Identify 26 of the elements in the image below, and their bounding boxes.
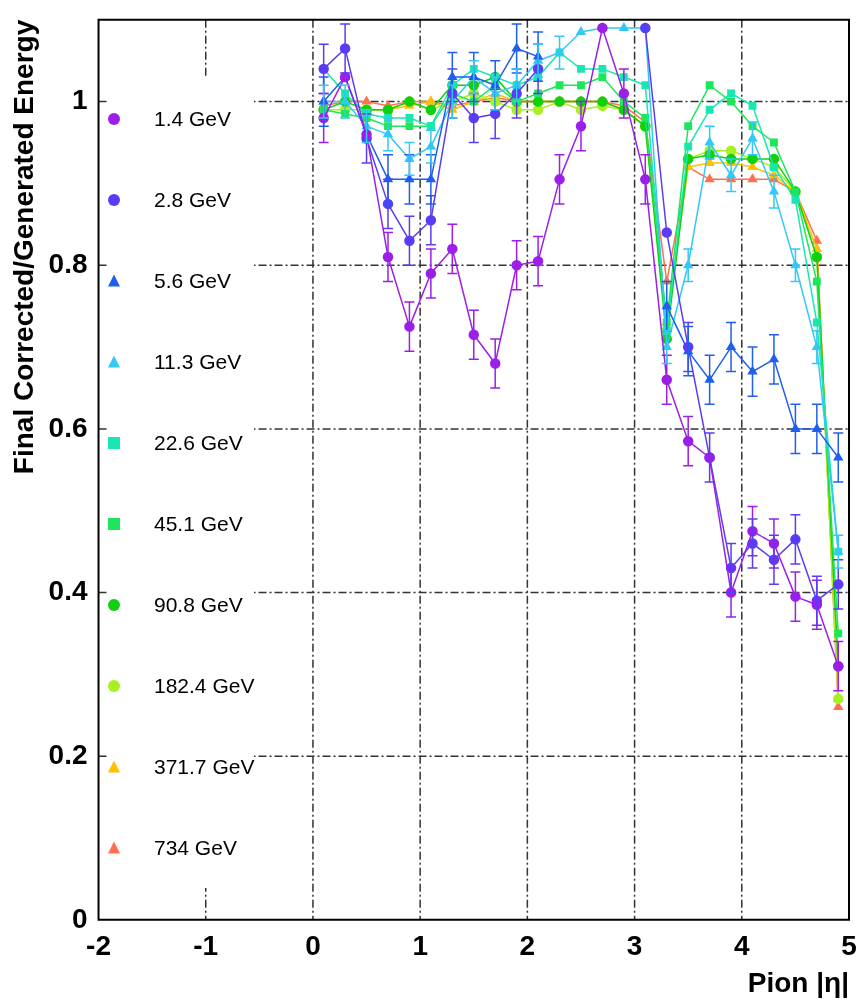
x-tick-label: 5 [841, 930, 857, 962]
legend-label: 371.7 GeV [154, 754, 255, 779]
y-tick-label: 0.8 [48, 247, 88, 279]
x-tick-label: -1 [193, 930, 219, 962]
x-tick-label: 2 [519, 930, 536, 962]
legend-label: 182.4 GeV [154, 673, 255, 698]
y-tick-label: 0.2 [48, 738, 88, 770]
y-tick-label: 0 [71, 902, 88, 934]
legend-label: 11.3 GeV [154, 349, 242, 374]
legend-label: 734 GeV [154, 835, 237, 860]
y-tick-label: 0.6 [48, 411, 88, 443]
x-tick-label: 4 [734, 930, 750, 962]
x-tick-label: 0 [305, 930, 321, 962]
y-axis-title: Final Corrected/Generated Energy [7, 19, 39, 475]
legend-label: 5.6 GeV [154, 268, 232, 293]
legend-label: 2.8 GeV [154, 187, 232, 212]
x-tick-label: 3 [626, 930, 643, 962]
legend-label: 45.1 GeV [154, 511, 243, 536]
legend-label: 90.8 GeV [154, 592, 243, 617]
legend-label: 1.4 GeV [154, 106, 232, 131]
x-tick-label: 1 [412, 930, 428, 962]
legend-label: 22.6 GeV [154, 430, 243, 455]
x-axis-title: Pion |η| [747, 966, 849, 998]
x-tick-label: -2 [86, 930, 111, 962]
y-tick-label: 1 [71, 84, 88, 116]
y-tick-label: 0.4 [48, 575, 88, 607]
